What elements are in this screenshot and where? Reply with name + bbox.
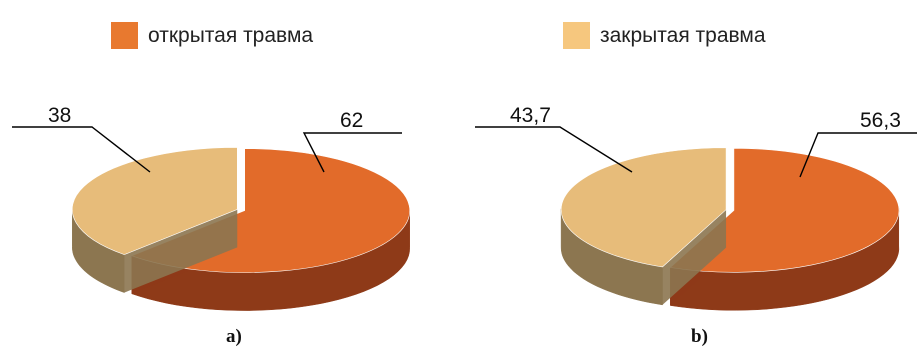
pie-chart-a: 62 38 [12,104,410,311]
leader-line-open [799,132,917,178]
slice-closed-top [71,147,238,255]
data-label-open: 56,3 [860,109,901,132]
slice-closed-top [560,147,727,268]
legend-swatch-closed [563,22,590,49]
data-label-closed: 38 [48,104,71,127]
legend-label-open: открытая травма [148,23,314,47]
legend-item-open: открытая травма [111,22,313,49]
leader-line-open [302,132,402,173]
data-label-open: 62 [340,109,363,132]
leader-line-closed [12,126,151,173]
panel-label-b: b) [691,326,708,347]
slice-closed-face [662,209,727,305]
legend-label-closed: закрытая травма [600,23,766,47]
legend-item-closed: закрытая травма [563,22,766,49]
legend: открытая травма закрытая травма [0,0,917,60]
panel-label-a: a) [226,326,242,347]
data-label-closed: 43,7 [510,104,551,127]
slice-open-top [669,147,900,273]
pie-chart-b: 56,3 43,7 [475,104,917,311]
leader-line-closed [475,126,633,173]
legend-swatch-open [111,22,138,49]
slice-closed-face [124,209,238,293]
